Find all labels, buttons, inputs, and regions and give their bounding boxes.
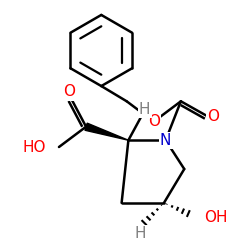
Text: O: O xyxy=(207,109,219,124)
Polygon shape xyxy=(85,123,128,140)
Text: N: N xyxy=(160,133,171,148)
Text: OH: OH xyxy=(204,210,228,225)
Text: HO: HO xyxy=(22,140,46,154)
Text: H: H xyxy=(139,102,150,116)
Text: O: O xyxy=(148,114,160,129)
Text: O: O xyxy=(63,84,75,99)
Text: H: H xyxy=(134,226,146,241)
